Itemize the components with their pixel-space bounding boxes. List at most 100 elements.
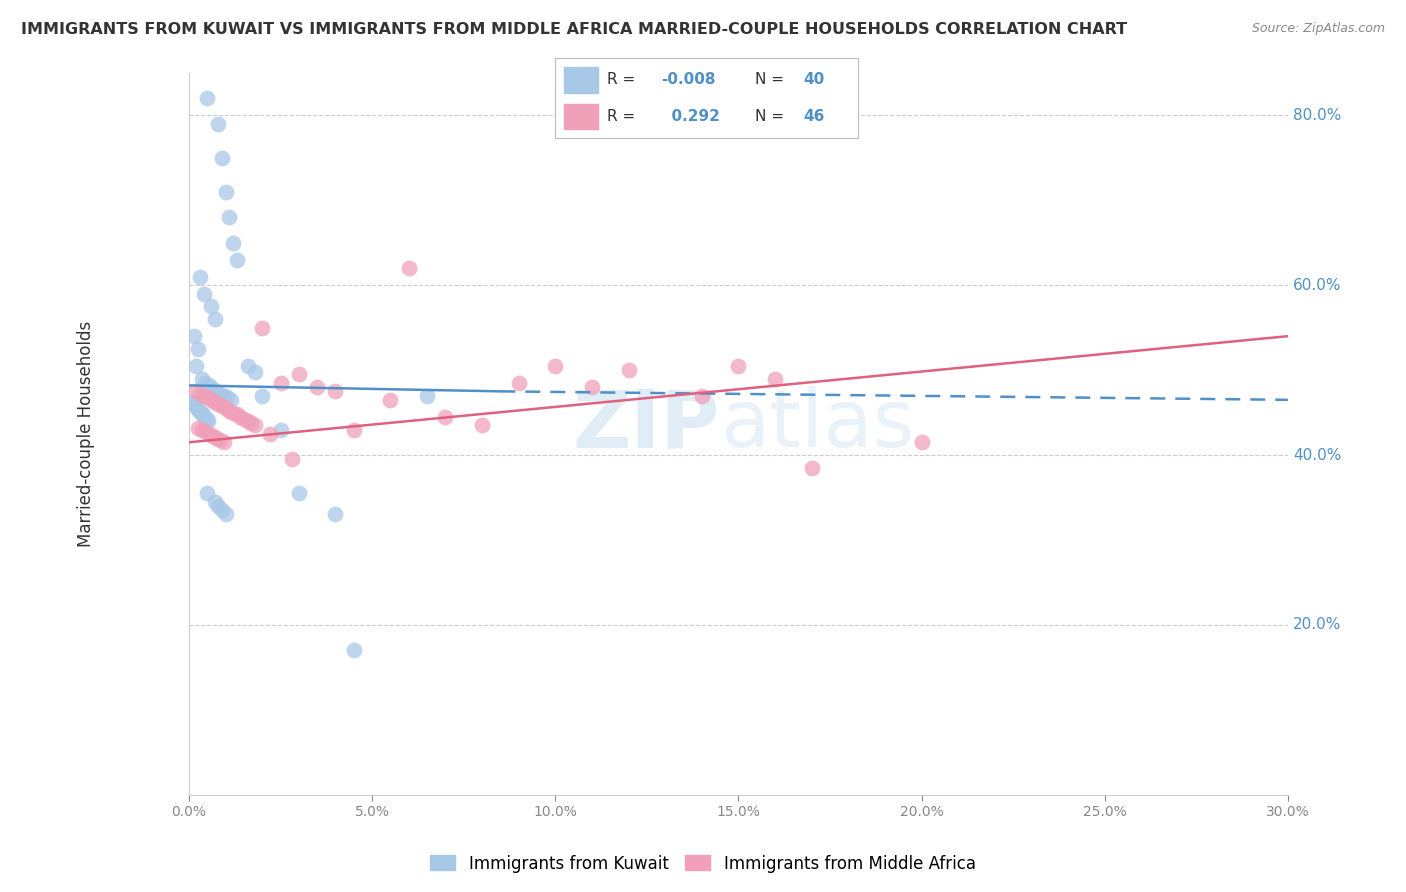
Text: N =: N =	[755, 109, 789, 124]
Text: R =: R =	[607, 109, 640, 124]
Legend: Immigrants from Kuwait, Immigrants from Middle Africa: Immigrants from Kuwait, Immigrants from …	[423, 848, 983, 880]
Point	[343, 643, 366, 657]
Point	[186, 359, 208, 373]
Text: 40.0%: 40.0%	[1294, 448, 1341, 463]
Point	[205, 384, 228, 399]
Point	[211, 151, 233, 165]
Point	[217, 390, 239, 404]
Point	[194, 424, 217, 438]
Point	[183, 329, 205, 343]
Point	[195, 486, 218, 500]
Point	[201, 429, 224, 443]
Text: IMMIGRANTS FROM KUWAIT VS IMMIGRANTS FROM MIDDLE AFRICA MARRIED-COUPLE HOUSEHOLD: IMMIGRANTS FROM KUWAIT VS IMMIGRANTS FRO…	[21, 22, 1128, 37]
Text: 80.0%: 80.0%	[1294, 108, 1341, 123]
Point	[186, 401, 208, 416]
Text: -0.008: -0.008	[661, 72, 716, 87]
Text: 40: 40	[803, 72, 824, 87]
Point	[236, 414, 259, 428]
Text: Source: ZipAtlas.com: Source: ZipAtlas.com	[1251, 22, 1385, 36]
Point	[194, 376, 217, 390]
Point	[800, 460, 823, 475]
Point	[207, 499, 229, 513]
Point	[184, 399, 207, 413]
Point	[288, 368, 311, 382]
Point	[209, 387, 232, 401]
Point	[207, 397, 229, 411]
Text: N =: N =	[755, 72, 789, 87]
Point	[198, 378, 221, 392]
Point	[209, 433, 232, 447]
Point	[193, 286, 215, 301]
Point	[211, 399, 233, 413]
Point	[222, 235, 245, 250]
Point	[225, 407, 247, 421]
Point	[191, 423, 214, 437]
Point	[204, 395, 226, 409]
Point	[200, 392, 222, 407]
Point	[201, 382, 224, 396]
Point	[195, 412, 218, 426]
Point	[544, 359, 567, 373]
Point	[214, 401, 236, 416]
Point	[204, 494, 226, 508]
Point	[204, 312, 226, 326]
Point	[187, 421, 209, 435]
Text: 46: 46	[803, 109, 825, 124]
Point	[195, 91, 218, 105]
Point	[243, 365, 266, 379]
Point	[211, 503, 233, 517]
Point	[581, 380, 603, 394]
Point	[690, 388, 713, 402]
Point	[190, 406, 212, 420]
Point	[222, 406, 245, 420]
Point	[183, 397, 205, 411]
Point	[207, 117, 229, 131]
Point	[205, 431, 228, 445]
Point	[252, 320, 274, 334]
Point	[288, 486, 311, 500]
Point	[617, 363, 640, 377]
Point	[252, 388, 274, 402]
Point	[763, 371, 786, 385]
Point	[270, 376, 292, 390]
Point	[225, 252, 247, 267]
Point	[191, 371, 214, 385]
Point	[380, 392, 402, 407]
Point	[910, 435, 932, 450]
Text: R =: R =	[607, 72, 640, 87]
Text: 60.0%: 60.0%	[1294, 277, 1341, 293]
Point	[307, 380, 329, 394]
Point	[214, 185, 236, 199]
Point	[193, 388, 215, 402]
Point	[240, 416, 263, 430]
Point	[270, 423, 292, 437]
Point	[232, 412, 254, 426]
Point	[187, 342, 209, 356]
Point	[188, 404, 211, 418]
Text: ZIP: ZIP	[572, 386, 720, 465]
Point	[193, 409, 215, 424]
Point	[727, 359, 749, 373]
Text: Married-couple Households: Married-couple Households	[77, 320, 96, 547]
Point	[243, 418, 266, 433]
Point	[259, 426, 281, 441]
Point	[181, 395, 204, 409]
Point	[325, 508, 347, 522]
Bar	[564, 103, 598, 129]
Point	[398, 261, 420, 276]
Point	[197, 414, 219, 428]
Point	[416, 388, 439, 402]
Text: 20.0%: 20.0%	[1294, 617, 1341, 632]
Point	[188, 387, 211, 401]
Point	[218, 211, 240, 225]
Point	[195, 390, 218, 404]
Point	[508, 376, 530, 390]
Point	[218, 404, 240, 418]
Point	[236, 359, 259, 373]
Point	[212, 388, 235, 402]
Point	[434, 409, 457, 424]
Point	[325, 384, 347, 399]
Point	[229, 409, 252, 424]
Point	[343, 423, 366, 437]
Point	[200, 300, 222, 314]
